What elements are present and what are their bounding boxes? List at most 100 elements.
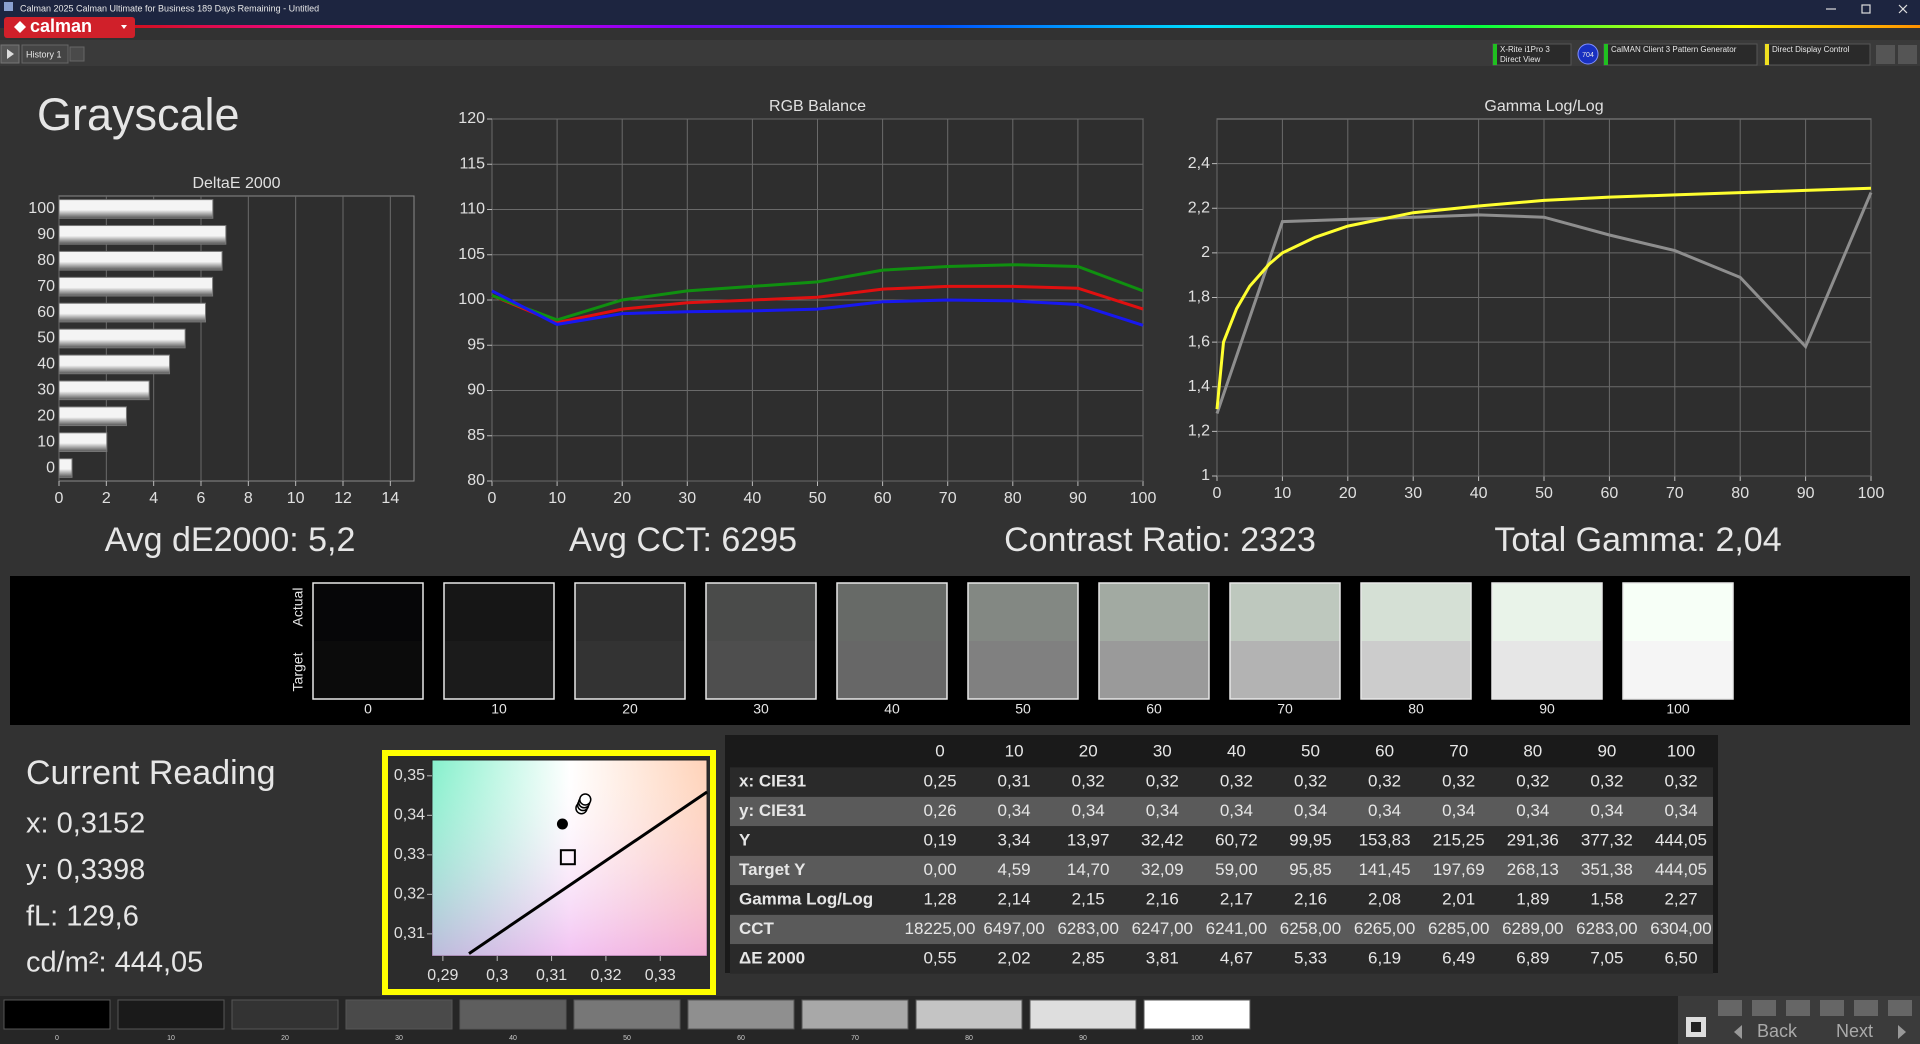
- level-button[interactable]: [801, 999, 909, 1030]
- x-tick-label: 10: [548, 490, 566, 507]
- table-cell: 377,32: [1581, 830, 1633, 849]
- table-cell: 153,83: [1359, 830, 1411, 849]
- table-cell: 2,14: [998, 889, 1031, 908]
- app-icon: [4, 2, 13, 11]
- logo-icon: [14, 21, 26, 33]
- x-tick-label: 0,3: [486, 967, 508, 984]
- title-bar: [0, 0, 1920, 28]
- level-button-label: 20: [281, 1035, 289, 1042]
- table-cell: 1,58: [1590, 889, 1623, 908]
- swatch-label: 60: [1146, 701, 1162, 717]
- bar: [58, 432, 108, 452]
- icon-button[interactable]: [1854, 1000, 1878, 1016]
- table-row: [730, 767, 1713, 797]
- swatch-target: [1492, 641, 1602, 699]
- x-tick-label: 100: [1858, 485, 1885, 502]
- column-header: 100: [1667, 741, 1695, 760]
- table-cell: 0,34: [998, 801, 1031, 820]
- x-tick-label: 0,31: [536, 967, 567, 984]
- badge[interactable]: [1577, 43, 1599, 65]
- table-row: [730, 826, 1713, 856]
- icon-button[interactable]: [1718, 1000, 1742, 1016]
- table-cell: 3,81: [1146, 948, 1179, 967]
- reference-line: [468, 790, 708, 955]
- swatch-actual: [968, 583, 1078, 641]
- y-tick-label: 0,35: [394, 767, 425, 784]
- y-tick-label: 2,2: [1188, 199, 1210, 216]
- swatch-target: [575, 641, 685, 699]
- collapse-button[interactable]: [1898, 45, 1917, 64]
- swatch-actual: [575, 583, 685, 641]
- y-tick-label: 80: [37, 252, 55, 269]
- level-button[interactable]: [3, 999, 111, 1030]
- chart-title: Gamma Log/Log: [1484, 98, 1603, 115]
- table-cell: 2,16: [1294, 889, 1327, 908]
- back-button[interactable]: Back: [1757, 1021, 1798, 1041]
- y-tick-label: 95: [467, 336, 485, 353]
- x-tick-label: 6: [197, 490, 206, 507]
- level-button-label: 40: [509, 1035, 517, 1042]
- swatch-label: 90: [1539, 701, 1555, 717]
- level-button[interactable]: [1143, 999, 1251, 1030]
- y-tick-label: 80: [467, 472, 485, 489]
- table-cell: 6265,00: [1354, 919, 1415, 938]
- level-button[interactable]: [231, 999, 339, 1030]
- table-cell: 2,16: [1146, 889, 1179, 908]
- reading-value: fL: 129,6: [26, 900, 139, 932]
- row-label: x: CIE31: [739, 771, 806, 790]
- page-title: Grayscale: [37, 89, 240, 140]
- settings-button[interactable]: [1876, 45, 1895, 64]
- table-row: [730, 796, 1713, 827]
- x-tick-label: 0: [1213, 485, 1222, 502]
- swatch-target: [1361, 641, 1471, 699]
- table-cell: 0,25: [923, 771, 956, 790]
- level-button[interactable]: [117, 999, 225, 1030]
- icon-button[interactable]: [1752, 1000, 1776, 1016]
- table-cell: 6,49: [1442, 948, 1475, 967]
- icon-button[interactable]: [1820, 1000, 1844, 1016]
- history-tab[interactable]: [21, 44, 69, 64]
- level-button[interactable]: [345, 999, 453, 1030]
- table-cell: 0,32: [1516, 771, 1549, 790]
- level-button-label: 100: [1191, 1035, 1203, 1042]
- table-cell: 18225,00: [905, 919, 976, 938]
- window-controls[interactable]: [1826, 4, 1908, 14]
- table-cell: 6241,00: [1206, 919, 1267, 938]
- logo-box[interactable]: [4, 17, 135, 38]
- column-header: 40: [1227, 741, 1246, 760]
- level-button[interactable]: [459, 999, 567, 1030]
- x-tick-label: 30: [678, 490, 696, 507]
- pattern-status: [1604, 44, 1608, 65]
- table-cell: 215,25: [1433, 830, 1485, 849]
- x-tick-label: 90: [1069, 490, 1087, 507]
- level-button[interactable]: [573, 999, 681, 1030]
- x-tick-label: 0: [55, 490, 64, 507]
- swatch-label: 70: [1277, 701, 1293, 717]
- level-button-label: 10: [167, 1035, 175, 1042]
- icon-button[interactable]: [1786, 1000, 1810, 1016]
- table-cell: 2,08: [1368, 889, 1401, 908]
- maximize[interactable]: [1861, 4, 1871, 14]
- table-cell: 268,13: [1507, 860, 1559, 879]
- table-cell: 32,09: [1141, 860, 1184, 879]
- add-tab[interactable]: [69, 46, 85, 62]
- table-cell: 2,15: [1072, 889, 1105, 908]
- level-button[interactable]: [1029, 999, 1137, 1030]
- series-line: [491, 289, 1144, 327]
- table-cell: 0,34: [1664, 801, 1697, 820]
- y-tick-label: 110: [459, 201, 485, 218]
- level-button[interactable]: [687, 999, 795, 1030]
- icon-button[interactable]: [1888, 1000, 1912, 1016]
- y-tick-label: 1: [1201, 467, 1210, 484]
- table-row: [730, 944, 1713, 974]
- close[interactable]: [1898, 4, 1908, 14]
- y-tick-label: 105: [458, 246, 485, 263]
- meter-mode: Direct View: [1500, 55, 1541, 64]
- table-cell: 6258,00: [1280, 919, 1341, 938]
- swatch-actual: [837, 583, 947, 641]
- table-row: [730, 885, 1713, 915]
- history-tab-label: History 1: [26, 49, 62, 59]
- column-header: 90: [1597, 741, 1616, 760]
- next-button[interactable]: Next: [1836, 1021, 1873, 1041]
- level-button[interactable]: [915, 999, 1023, 1030]
